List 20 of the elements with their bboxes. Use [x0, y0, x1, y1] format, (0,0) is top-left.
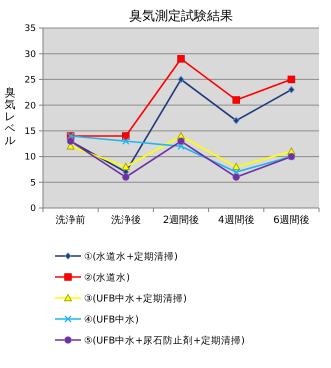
- legend-label: ②(水道水): [84, 271, 130, 284]
- y-tick-label: 5: [30, 178, 36, 188]
- y-tick-label: 0: [30, 204, 36, 214]
- chart-title: 臭気測定試験結果: [129, 9, 233, 24]
- x-tick-label: 4週間後: [218, 214, 254, 226]
- x-tick-label: 6週間後: [273, 214, 310, 226]
- x-tick-label: 2週間後: [162, 214, 200, 226]
- y-tick-label: 30: [24, 50, 36, 60]
- y-axis-title: 臭気レベル: [4, 86, 16, 147]
- legend-label: ⑤(UFB中水+尿石防止剤+定期清掃): [84, 334, 245, 346]
- y-tick-label: 25: [24, 76, 36, 86]
- x-tick-label: 洗浄前: [56, 214, 86, 226]
- x-tick-label: 洗浄後: [110, 214, 141, 226]
- legend-label: ④(UFB中水): [84, 313, 139, 326]
- y-tick-label: 15: [24, 127, 36, 138]
- y-tick-label: 10: [24, 152, 36, 163]
- y-tick-label: 20: [24, 101, 36, 112]
- y-tick-label: 35: [24, 24, 36, 34]
- legend-label: ①(水道水+定期清掃): [84, 250, 178, 262]
- legend-label: ③(UFB中水+定期清掃): [84, 292, 187, 304]
